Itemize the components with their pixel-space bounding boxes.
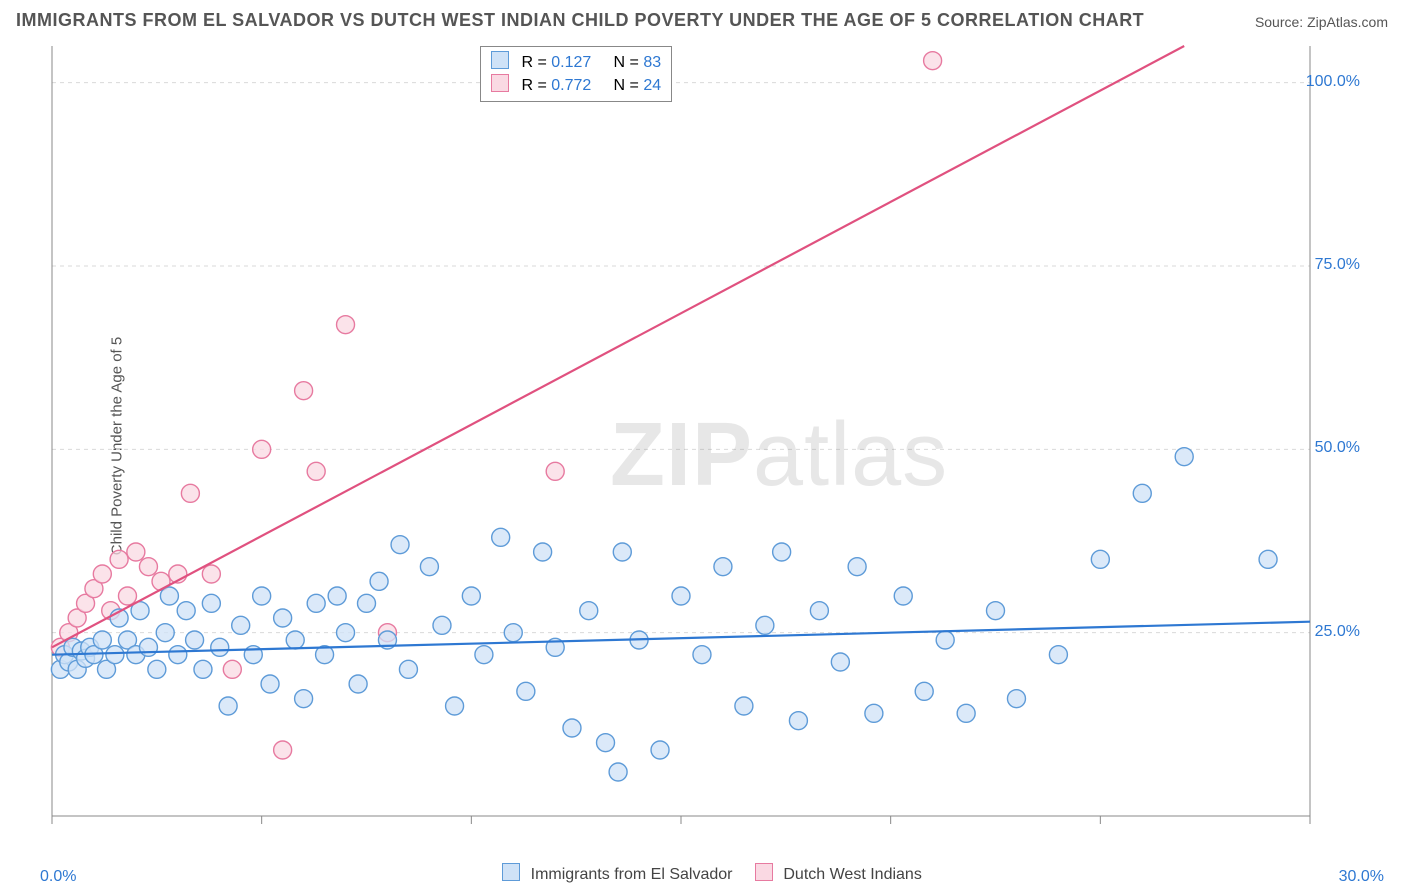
n-prefix: N = (614, 77, 644, 94)
r-prefix: R = (521, 77, 551, 94)
legend-label-dutch: Dutch West Indians (783, 866, 921, 883)
legend-swatch-salvador-icon (502, 863, 520, 881)
source-attribution: Source: ZipAtlas.com (1255, 14, 1388, 30)
correlation-stats-box: R = 0.127 N = 83 R = 0.772 N = 24 (480, 46, 672, 102)
bottom-legend: Immigrants from El Salvador Dutch West I… (0, 863, 1406, 884)
y-tick-label: 50.0% (1315, 439, 1360, 457)
legend-label-salvador: Immigrants from El Salvador (531, 866, 733, 883)
y-tick-label: 75.0% (1315, 256, 1360, 274)
chart-container: IMMIGRANTS FROM EL SALVADOR VS DUTCH WES… (0, 0, 1406, 892)
source-label: Source: (1255, 14, 1307, 30)
scatter-plot-svg (50, 44, 1360, 834)
n-value-salvador: 83 (643, 54, 661, 71)
stats-row-dutch: R = 0.772 N = 24 (491, 74, 661, 97)
n-prefix: N = (614, 54, 644, 71)
plot-area: R = 0.127 N = 83 R = 0.772 N = 24 ZIPatl… (50, 44, 1360, 834)
r-value-salvador: 0.127 (551, 54, 591, 71)
n-value-dutch: 24 (643, 77, 661, 94)
stats-row-salvador: R = 0.127 N = 83 (491, 51, 661, 74)
r-prefix: R = (521, 54, 551, 71)
source-name: ZipAtlas.com (1307, 14, 1388, 30)
y-tick-label: 25.0% (1315, 623, 1360, 641)
legend-swatch-dutch-icon (755, 863, 773, 881)
r-value-dutch: 0.772 (551, 77, 591, 94)
swatch-salvador-icon (491, 51, 509, 69)
swatch-dutch-icon (491, 74, 509, 92)
y-tick-label: 100.0% (1306, 73, 1360, 91)
chart-title: IMMIGRANTS FROM EL SALVADOR VS DUTCH WES… (16, 10, 1144, 31)
